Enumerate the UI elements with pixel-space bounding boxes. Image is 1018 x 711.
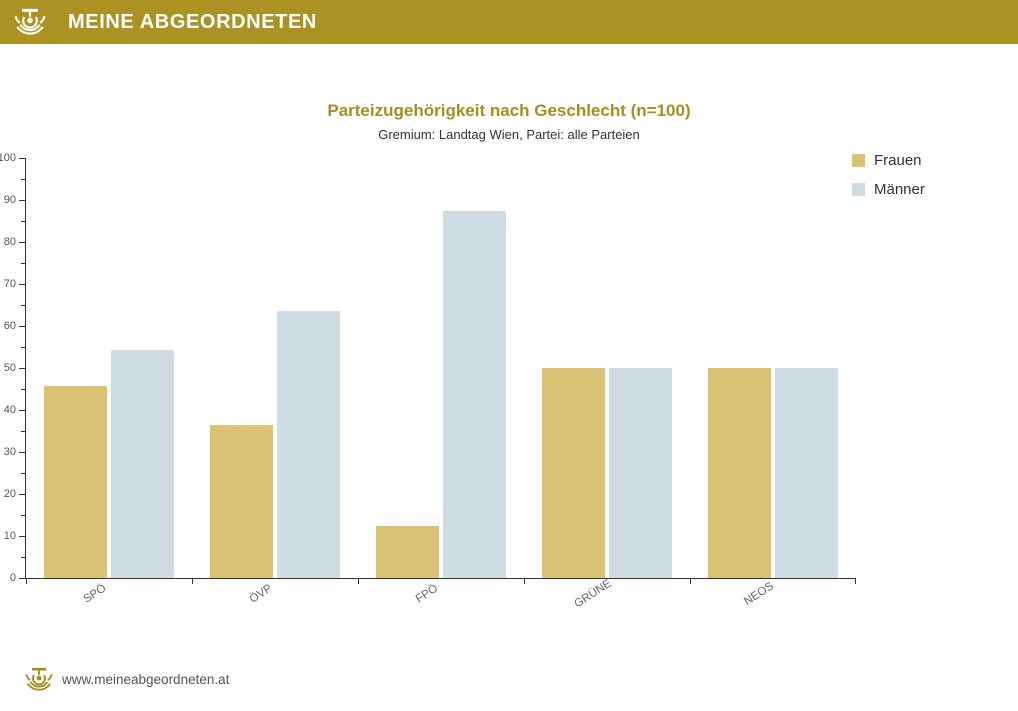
y-axis-major-tick	[19, 368, 25, 369]
x-axis-tick	[855, 579, 856, 584]
y-axis-label: 60	[3, 320, 16, 332]
y-axis-minor-tick	[21, 305, 25, 306]
bar-frauen-fpö[interactable]	[376, 525, 439, 578]
y-axis-minor-tick	[21, 263, 25, 264]
bar-frauen-grüne[interactable]	[542, 368, 605, 578]
y-axis-major-tick	[19, 536, 25, 537]
y-axis-minor-tick	[21, 557, 25, 558]
legend-item-frauen[interactable]: Frauen	[852, 152, 925, 169]
x-axis-tick	[192, 579, 193, 584]
y-axis-major-tick	[19, 242, 25, 243]
chart-title: Parteizugehörigkeit nach Geschlecht (n=1…	[327, 101, 691, 120]
y-axis-label: 50	[3, 362, 16, 374]
bar-frauen-övp[interactable]	[210, 425, 273, 578]
y-axis-label: 0	[9, 572, 16, 584]
y-axis-label: 20	[3, 488, 16, 500]
y-axis-label: 90	[3, 194, 16, 206]
brand-logo-icon	[14, 8, 46, 35]
y-axis-minor-tick	[21, 179, 25, 180]
x-axis-tick	[524, 579, 525, 584]
legend-label: Männer	[874, 181, 925, 198]
brand-title: MEINE ABGEORDNETEN	[68, 10, 317, 33]
y-axis-major-tick	[19, 326, 25, 327]
y-axis-major-tick	[19, 410, 25, 411]
y-axis-minor-tick	[21, 221, 25, 222]
y-axis-minor-tick	[21, 389, 25, 390]
x-axis-tick	[358, 579, 359, 584]
bar-männer-grüne[interactable]	[609, 368, 672, 578]
y-axis-label: 30	[3, 446, 16, 458]
bar-männer-neos[interactable]	[775, 368, 838, 578]
y-axis-major-tick	[19, 452, 25, 453]
legend-swatch	[852, 183, 865, 196]
footer-logo-icon	[25, 667, 53, 691]
y-axis-major-tick	[19, 578, 25, 579]
bar-männer-spö[interactable]	[111, 349, 174, 578]
y-axis-label: 80	[3, 236, 16, 248]
y-axis-minor-tick	[21, 431, 25, 432]
y-axis-minor-tick	[21, 515, 25, 516]
x-axis-tick	[690, 579, 691, 584]
y-axis-minor-tick	[21, 473, 25, 474]
y-axis-minor-tick	[21, 347, 25, 348]
bar-männer-fpö[interactable]	[443, 210, 506, 578]
legend-item-maenner[interactable]: Männer	[852, 181, 925, 198]
y-axis-major-tick	[19, 200, 25, 201]
y-axis-label: 10	[3, 530, 16, 542]
y-axis-label: 100	[0, 152, 16, 164]
y-axis-major-tick	[19, 284, 25, 285]
chart-subtitle: Gremium: Landtag Wien, Partei: alle Part…	[378, 127, 640, 142]
y-axis-major-tick	[19, 494, 25, 495]
x-axis-tick	[26, 579, 27, 584]
bar-frauen-spö[interactable]	[44, 386, 107, 578]
y-axis-label: 70	[3, 278, 16, 290]
footer: www.meineabgeordneten.at	[24, 666, 229, 693]
y-axis-major-tick	[19, 158, 25, 159]
bar-männer-övp[interactable]	[277, 310, 340, 578]
header-bar: MEINE ABGEORDNETEN	[0, 0, 1018, 44]
legend-swatch	[852, 154, 865, 167]
bar-frauen-neos[interactable]	[708, 368, 771, 578]
plot-area: 0 10 20 30 40 50 60 70 80 90 100 SPÖ ÖVP FPÖ GRÜNE NEOS	[0, 152, 856, 610]
y-axis-label: 40	[3, 404, 16, 416]
legend: Frauen Männer	[852, 152, 925, 198]
legend-label: Frauen	[874, 152, 922, 169]
footer-url[interactable]: www.meineabgeordneten.at	[62, 672, 230, 687]
